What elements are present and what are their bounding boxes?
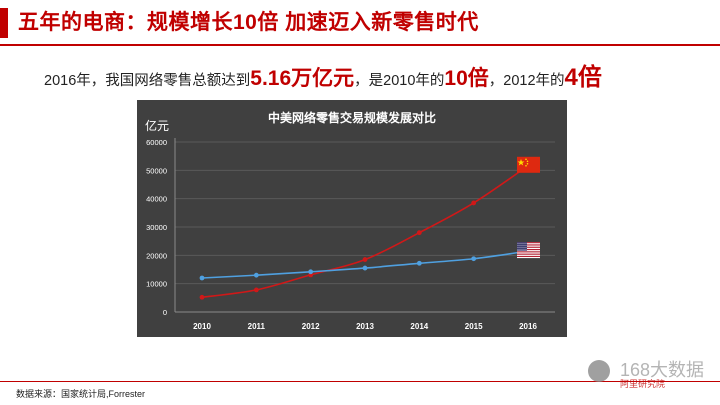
y-axis-unit-label: 亿元 — [145, 118, 169, 133]
x-tick-label: 2012 — [302, 322, 320, 331]
title-divider — [0, 44, 720, 46]
x-tick-label: 2013 — [356, 322, 374, 331]
source-note: 数据来源：国家统计局,Forrester — [16, 389, 146, 399]
page-title: 五年的电商：规模增长10倍 加速迈入新零售时代 — [18, 11, 479, 34]
series-point — [253, 272, 259, 278]
summary-prefix: 2016年，我国网络零售总额达到 — [44, 73, 251, 89]
series-point — [199, 275, 205, 281]
x-tick-label: 2011 — [248, 322, 266, 331]
summary-middle-1: ，是2010年的 — [354, 73, 445, 89]
title-accent-bar — [0, 8, 8, 38]
x-tick-label: 2015 — [465, 322, 483, 331]
summary-highlight-4x: 4倍 — [564, 64, 602, 91]
series-line — [201, 165, 529, 299]
wechat-icon — [588, 360, 610, 382]
summary-highlight-10x: 10倍 — [444, 67, 489, 90]
series-point — [362, 265, 368, 271]
summary-line: 2016年，我国网络零售总额达到5.16万亿元，是2010年的10倍，2012年… — [44, 57, 602, 92]
x-tick-label: 2010 — [193, 322, 211, 331]
y-tick-label: 50000 — [146, 166, 167, 175]
series-point — [471, 200, 477, 206]
x-tick-label: 2016 — [519, 322, 537, 331]
x-tick-label: 2014 — [410, 322, 428, 331]
y-tick-label: 60000 — [146, 138, 167, 147]
y-tick-label: 20000 — [146, 251, 167, 260]
y-tick-label: 10000 — [146, 280, 167, 289]
series-point — [416, 260, 422, 266]
summary-highlight-total: 5.16万亿元 — [250, 67, 355, 90]
y-tick-label: 40000 — [146, 195, 167, 204]
chart-title: 中美网络零售交易规模发展对比 — [268, 110, 436, 125]
china-flag-icon — [517, 156, 540, 173]
series-point — [416, 230, 422, 236]
series-point — [253, 287, 259, 293]
y-tick-label: 30000 — [146, 223, 167, 232]
watermark-text: 168大数据 — [620, 360, 705, 380]
series-point — [199, 294, 205, 300]
watermark: 168大数据 阿里研究院 — [588, 356, 716, 389]
footer-divider — [0, 381, 720, 382]
summary-middle-2: ，2012年的 — [488, 73, 565, 89]
series-point — [471, 256, 477, 262]
chart-panel: 中美网络零售交易规模发展对比亿元 0 10000 20000 30000 40000 500… — [137, 100, 567, 337]
series-point — [362, 257, 368, 262]
y-tick-label: 0 — [163, 308, 167, 317]
watermark-subtext: 阿里研究院 — [620, 379, 666, 389]
series-point — [308, 269, 314, 275]
usa-flag-icon — [517, 242, 540, 259]
